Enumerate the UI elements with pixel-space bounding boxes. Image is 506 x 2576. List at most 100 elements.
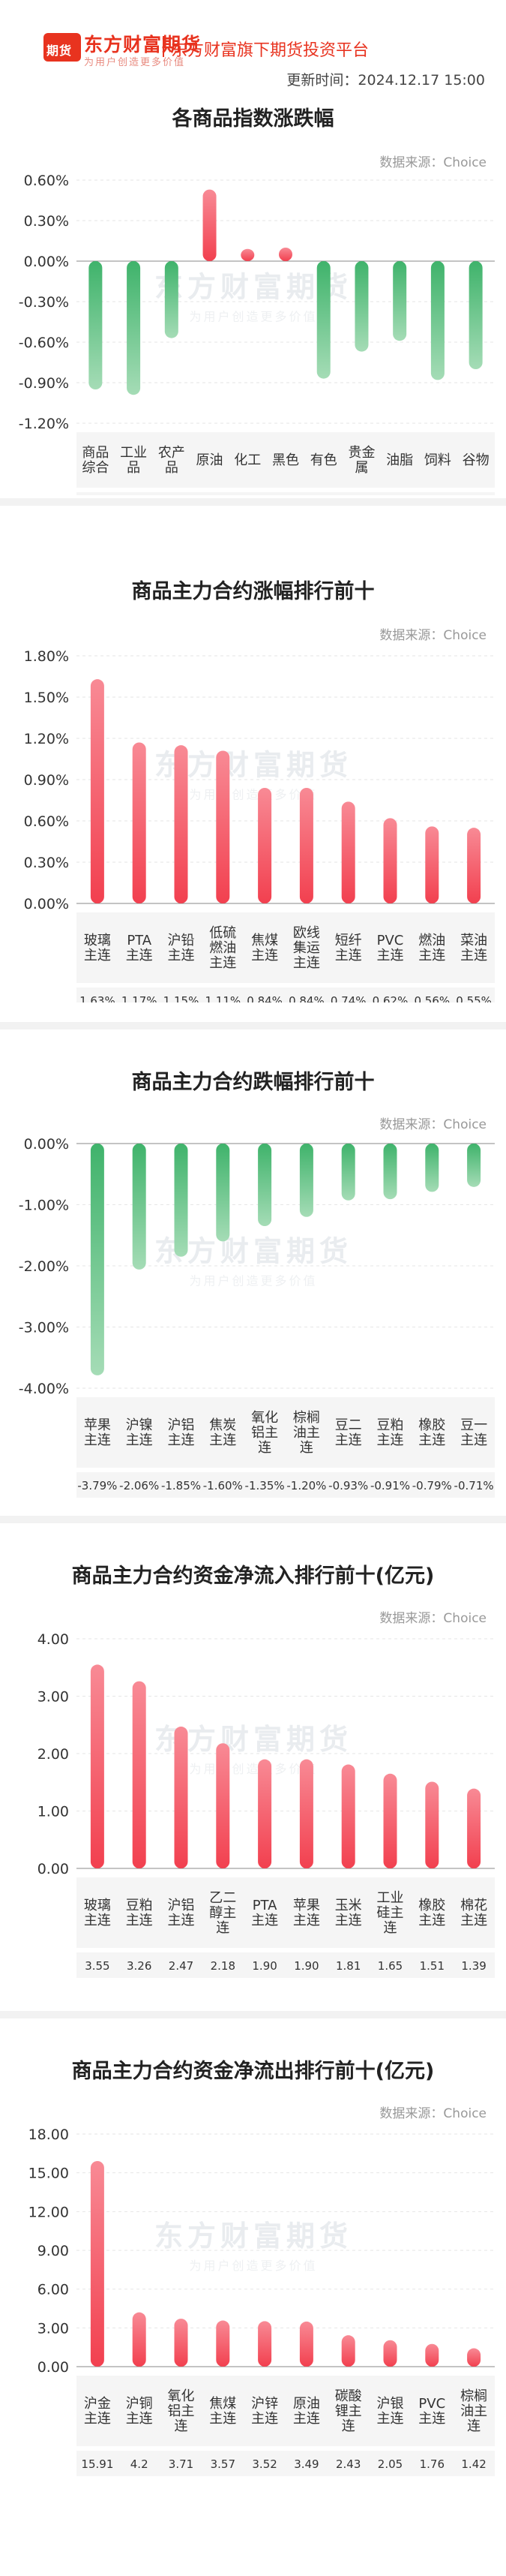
data-label: -0.93%	[328, 1479, 368, 1492]
y-tick-label: 6.00	[37, 2282, 69, 2298]
category-label-line: 焦炭	[209, 1417, 236, 1433]
brand-logo: 期货	[43, 33, 81, 62]
data-label: -0.71%	[454, 1479, 494, 1492]
category-label-line: 短纤	[335, 933, 362, 948]
category-label: 乙二醇主连	[209, 1890, 236, 1936]
category-label-line: 主连	[293, 2411, 320, 2427]
category-label: 豆粕主连	[126, 1898, 153, 1928]
category-label-line: 主连	[84, 1913, 111, 1928]
category-label-line: 氧化	[251, 1410, 278, 1426]
category-label-line: 主连	[460, 1432, 487, 1448]
data-source: 数据来源：Choice	[379, 1117, 487, 1132]
data-label: 1.76	[420, 2457, 445, 2471]
category-label: 玻璃主连	[84, 1898, 111, 1928]
bar	[299, 2321, 313, 2367]
category-label-line: 主连	[377, 2411, 404, 2427]
category-label-line: 主连	[460, 948, 487, 963]
bar	[90, 1664, 104, 1868]
category-label: 沪铅主连	[168, 933, 195, 963]
data-label: 0.84%	[247, 994, 283, 1002]
category-label: 油脂	[386, 452, 413, 468]
category-label-line: 主连	[126, 1432, 153, 1448]
brand-divider	[163, 36, 164, 57]
y-tick-label: -0.90%	[19, 375, 69, 392]
category-label: 原油	[196, 452, 223, 468]
y-tick-label: 0.30%	[24, 855, 69, 871]
bar	[393, 261, 407, 341]
category-label-line: 硅主	[377, 1905, 404, 1921]
category-label-line: 菜油	[460, 933, 487, 948]
y-tick-label: 0.00	[37, 1861, 69, 1877]
category-label-line: 主连	[209, 2411, 236, 2427]
data-label: 1.15%	[163, 994, 199, 1002]
data-source: 数据来源：Choice	[379, 628, 487, 643]
watermark-slogan: 为用户创造更多价值	[189, 310, 317, 324]
category-label-line: 连	[216, 1920, 229, 1936]
y-tick-label: -4.00%	[19, 1381, 69, 1397]
bar	[383, 818, 397, 903]
brand-name: 东方财富期货	[84, 34, 202, 56]
category-label: 苹果主连	[293, 1898, 320, 1928]
category-label: 饲料	[424, 452, 451, 468]
bar	[174, 745, 188, 903]
category-label: 燃油主连	[418, 933, 445, 963]
category-label-line: 主连	[84, 2411, 111, 2427]
category-label-line: PTA	[253, 1898, 277, 1913]
category-label-line: 有色	[310, 452, 337, 468]
y-tick-label: 0.60%	[24, 173, 69, 189]
y-tick-label: 1.00	[37, 1804, 69, 1820]
watermark-slogan: 为用户创造更多价值	[189, 787, 317, 801]
category-label-line: 连	[384, 1920, 397, 1936]
brand-slogan: 为用户创造更多价值	[84, 57, 186, 68]
category-label-line: 醇主	[209, 1905, 236, 1921]
category-label-line: 铝主	[251, 1425, 278, 1441]
category-label-line: 主连	[168, 948, 195, 963]
category-label: 焦炭主连	[209, 1417, 236, 1448]
category-label-line: 沪银	[377, 2396, 404, 2412]
bar	[299, 1759, 313, 1868]
chart-net-inflow: 东方财富期货为用户创造更多价值4.003.002.001.000.00玻璃主连3…	[37, 1631, 495, 1978]
y-tick-label: 0.00%	[24, 254, 69, 270]
data-label: 3.55	[85, 1959, 109, 1973]
category-label-line: 豆二	[335, 1417, 362, 1433]
y-tick-label: 0.90%	[24, 772, 69, 789]
category-label-line: 商品	[82, 445, 109, 461]
category-label-line: PVC	[418, 2396, 445, 2412]
category-label: 焦煤主连	[209, 2396, 236, 2427]
bar	[90, 2160, 104, 2367]
category-label: 黑色	[272, 452, 299, 468]
y-tick-label: 1.50%	[24, 690, 69, 706]
category-label: 玉米主连	[335, 1898, 362, 1928]
logo-text: 期货	[46, 44, 73, 58]
data-label: 0.55%	[456, 994, 492, 1002]
category-label-line: 黑色	[272, 452, 299, 468]
bar	[383, 1144, 397, 1200]
category-label-line: 连	[258, 1440, 271, 1456]
category-label: 化工	[234, 452, 261, 468]
chart-section-net-outflow: 商品主力合约资金净流出排行前十(亿元) 数据来源：Choice 东方财富期货 为用…	[0, 2018, 506, 2574]
chart-section-top-gainers: 商品主力合约涨幅排行前十 数据来源：Choice 东方财富期货 为用户创造更多价值…	[0, 506, 506, 1002]
bar	[341, 2335, 355, 2367]
y-tick-label: -1.20%	[19, 416, 69, 432]
y-tick-label: -3.00%	[19, 1320, 69, 1336]
category-label-line: 属	[355, 460, 368, 476]
bar	[258, 2321, 272, 2367]
watermark-brand: 东方财富期货	[154, 271, 352, 304]
category-label-line: 锂主	[335, 2403, 362, 2419]
category-label: 沪锌主连	[251, 2396, 278, 2427]
y-tick-label: 0.00%	[24, 896, 69, 912]
category-label-line: 玉米	[335, 1898, 362, 1913]
category-label-line: PTA	[127, 933, 151, 948]
category-label: 苹果主连	[84, 1417, 111, 1448]
data-source: 数据来源：Choice	[379, 1611, 487, 1626]
data-label: 1.17%	[121, 994, 157, 1002]
bar	[279, 248, 292, 261]
bar	[127, 261, 141, 395]
data-label: 0.62%	[373, 994, 409, 1002]
category-label-line: 焦煤	[209, 2396, 236, 2412]
category-label-line: 沪锌	[251, 2396, 278, 2412]
bar	[467, 1144, 481, 1187]
bar	[425, 1781, 439, 1868]
category-label-line: 欧线	[293, 925, 320, 941]
